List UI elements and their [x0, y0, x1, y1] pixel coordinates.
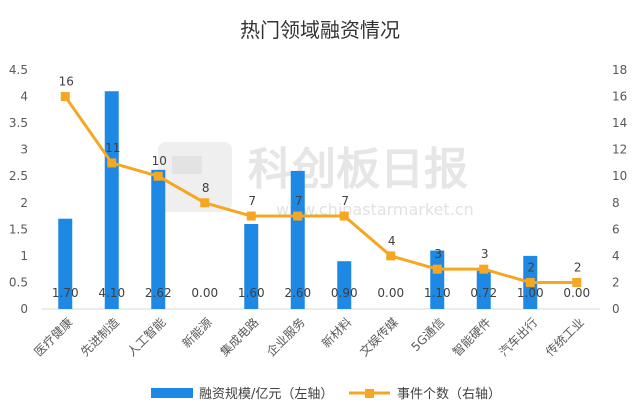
watermark-url: www.chinastarmarket.cn — [276, 200, 474, 219]
line-marker — [293, 211, 303, 221]
legend-bar-swatch — [151, 388, 193, 398]
line-marker — [60, 92, 70, 102]
category-label: 新能源 — [179, 315, 215, 351]
bar-labels: 1.70 4.10 2.62 0.00 1.60 2.60 0.90 0.00 1.10 0.72… — [52, 286, 590, 300]
legend-line-marker — [365, 389, 374, 398]
line-marker — [339, 211, 349, 221]
y-left-tick-label: 0 — [20, 302, 28, 316]
line-value-label: 4 — [388, 234, 396, 248]
line-value-label: 10 — [152, 154, 167, 168]
category-label: 企业服务 — [263, 315, 308, 360]
bar-value-label: 0.90 — [331, 286, 358, 300]
bar-value-label: 0.00 — [191, 286, 218, 300]
line-value-label: 16 — [59, 75, 74, 89]
bar — [58, 218, 73, 309]
category-label: 传统工业 — [542, 315, 587, 360]
line-value-label: 3 — [481, 247, 489, 261]
category-label: 智能硬件 — [449, 315, 494, 360]
watermark-name: 科创板日报 — [248, 144, 468, 195]
line-value-label: 11 — [105, 141, 120, 155]
bar — [337, 261, 352, 309]
y-right-tick-label: 4 — [612, 249, 620, 263]
watermark: 科创板日报 www.chinastarmarket.cn — [158, 142, 474, 219]
line-value-label: 7 — [341, 194, 349, 208]
bar-value-label: 1.70 — [52, 286, 79, 300]
category-label: 先进制造 — [78, 315, 122, 359]
y-right-tick-label: 6 — [612, 222, 620, 236]
line-series — [60, 92, 582, 287]
series-line — [64, 95, 577, 284]
line-marker — [107, 158, 117, 168]
y-right-tick-label: 10 — [612, 169, 627, 183]
y-left-tick-label: 2 — [20, 196, 28, 210]
legend: 融资规模/亿元（左轴） 事件个数（右轴） — [151, 387, 501, 402]
line-value-label: 2 — [574, 260, 582, 274]
y-right-tick-label: 12 — [612, 143, 627, 157]
line-labels: 16 11 10 8 7 7 7 4 3 3 2 2 — [59, 75, 582, 275]
watermark-logo — [158, 142, 232, 212]
bar — [151, 169, 166, 309]
chart-title: 热门领域融资情况 — [240, 18, 400, 42]
y-right-tick-label: 14 — [612, 116, 627, 130]
line-marker — [479, 264, 489, 274]
line-value-label: 7 — [248, 194, 256, 208]
y-left-tick-label: 1.5 — [9, 222, 28, 236]
line-value-label: 2 — [527, 260, 535, 274]
line-value-label: 7 — [295, 194, 303, 208]
y-left-tick-label: 0.5 — [9, 275, 28, 289]
legend-bar-label: 融资规模/亿元（左轴） — [199, 387, 333, 402]
bar-value-label: 2.62 — [145, 286, 172, 300]
bar — [244, 224, 259, 309]
line-marker — [572, 277, 582, 287]
bar-value-label: 1.60 — [238, 286, 265, 300]
y-right-tick-label: 18 — [612, 63, 627, 77]
line-value-label: 8 — [202, 181, 210, 195]
line-marker — [246, 211, 256, 221]
y-right-tick-label: 8 — [612, 196, 620, 210]
line-marker — [525, 277, 535, 287]
category-label: 文娱传媒 — [356, 315, 401, 360]
category-label: 人工智能 — [124, 315, 169, 360]
category-label: 新材料 — [318, 315, 354, 351]
bar-value-label: 2.60 — [284, 286, 311, 300]
line-marker — [432, 264, 442, 274]
bar-value-label: 4.10 — [98, 286, 125, 300]
bar-value-label: 0.00 — [563, 286, 590, 300]
y-left-tick-label: 2.5 — [9, 169, 28, 183]
y-left-tick-label: 1 — [20, 249, 28, 263]
bar-value-label: 0.72 — [470, 286, 497, 300]
watermark-logo-inner — [172, 156, 202, 174]
line-value-label: 3 — [434, 247, 442, 261]
line-marker — [200, 198, 210, 208]
y-right-tick-label: 2 — [612, 275, 620, 289]
y-right-tick-label: 0 — [612, 302, 620, 316]
bar — [476, 270, 491, 309]
line-marker — [386, 251, 396, 261]
y-left-tick-label: 4.5 — [9, 63, 28, 77]
line-marker — [153, 171, 163, 181]
y-left-tick-label: 3.5 — [9, 116, 28, 130]
legend-line-label: 事件个数（右轴） — [397, 387, 501, 402]
category-label: 医疗健康 — [31, 315, 76, 360]
bar — [104, 91, 119, 309]
y-left-tick-label: 3 — [20, 143, 28, 157]
category-label: 集成电路 — [217, 315, 262, 360]
bar-series — [58, 91, 538, 309]
y-right-tick-label: 16 — [612, 90, 627, 104]
category-labels: 医疗健康 先进制造 人工智能 新能源 集成电路 企业服务 新材料 文娱传媒 5G通信 智能硬件 汽车… — [31, 315, 587, 360]
category-label: 5G通信 — [409, 315, 448, 354]
y-axis-left: 0 0.5 1 1.5 2 2.5 3 3.5 4 4.5 — [9, 63, 28, 316]
bar-value-label: 1.10 — [424, 286, 451, 300]
bar — [290, 170, 305, 309]
y-left-tick-label: 4 — [20, 90, 28, 104]
category-label: 汽车出行 — [496, 315, 541, 360]
bar-value-label: 1.00 — [517, 286, 544, 300]
bar-value-label: 0.00 — [377, 286, 404, 300]
y-axis-right: 0 2 4 6 8 10 12 14 16 18 — [612, 63, 627, 316]
